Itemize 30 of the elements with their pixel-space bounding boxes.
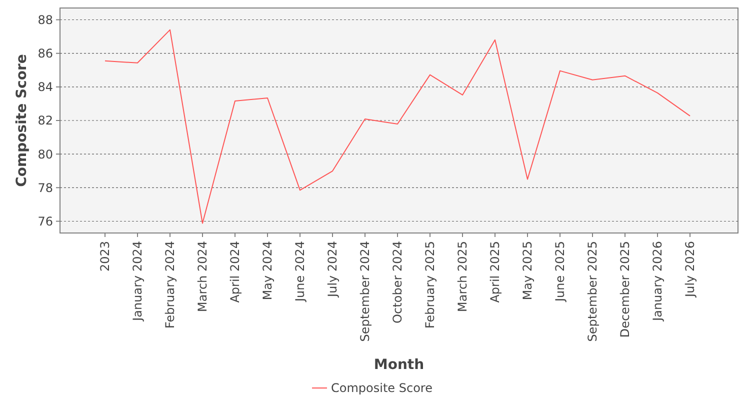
y-tick-label: 78 [38, 180, 53, 195]
x-tick-label: June 2024 [293, 241, 307, 302]
x-tick-label: April 2025 [488, 241, 502, 303]
y-tick-label: 86 [38, 46, 53, 61]
x-tick-label: March 2025 [456, 241, 470, 312]
y-axis-title: Composite Score [14, 54, 30, 187]
line-series [104, 29, 690, 224]
x-tick-label: February 2025 [423, 241, 437, 329]
y-tick-label: 82 [38, 114, 53, 128]
y-tick-label: 84 [38, 80, 53, 94]
x-tick-label: September 2025 [586, 241, 600, 342]
y-tick-label: 88 [38, 12, 53, 27]
x-tick-label: May 2025 [520, 241, 534, 300]
x-tick-label: December 2025 [618, 241, 632, 338]
x-tick-label: January 2024 [130, 241, 144, 322]
y-tick-label: 76 [38, 214, 53, 228]
x-tick-label: January 2026 [650, 241, 664, 322]
x-tick-label: July 2024 [326, 241, 340, 298]
x-tick-label: July 2026 [683, 241, 697, 298]
legend-label: Composite Score [331, 381, 432, 396]
x-tick-label: April 2024 [228, 241, 242, 303]
x-tick-label: 2023 [98, 241, 112, 272]
x-tick-label: October 2024 [390, 241, 404, 324]
x-tick-label: September 2024 [358, 241, 372, 342]
x-axis-title: Month [374, 357, 424, 373]
x-tick-label: March 2024 [196, 241, 210, 312]
x-tick-label: June 2025 [553, 241, 567, 302]
y-tick-label: 80 [38, 147, 53, 162]
x-tick-label: February 2024 [163, 241, 177, 329]
x-tick-label: May 2024 [260, 241, 274, 300]
